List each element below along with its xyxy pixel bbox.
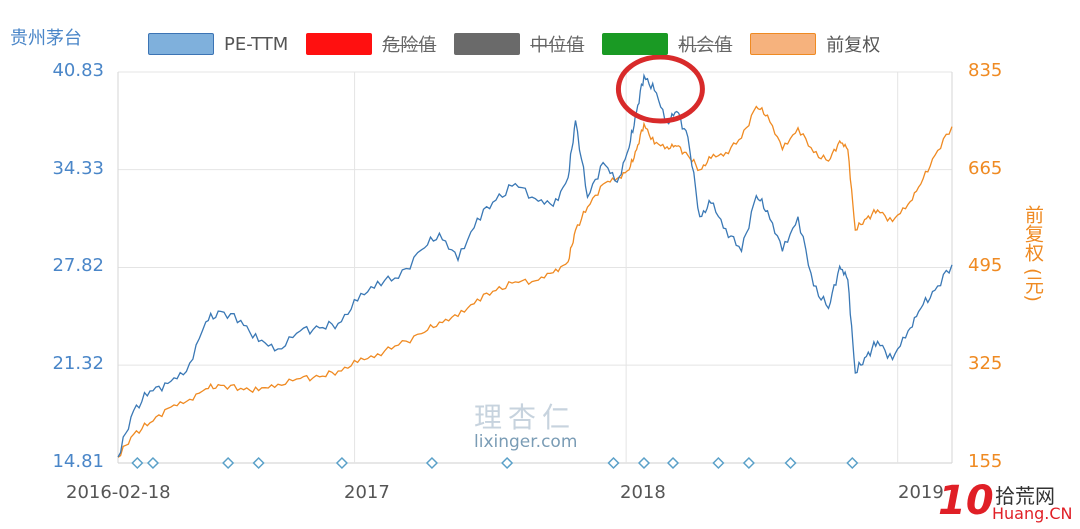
legend-item-price[interactable]: 前复权 bbox=[750, 31, 880, 57]
event-marker bbox=[742, 456, 755, 470]
y-right-tick: 325 bbox=[968, 353, 1003, 374]
y-left-tick: 14.81 bbox=[52, 451, 104, 472]
legend-swatch-opportunity bbox=[602, 33, 669, 55]
y-right-tick: 495 bbox=[968, 255, 1003, 276]
x-tick: 2017 bbox=[344, 482, 390, 503]
x-tick: 2016-02-18 bbox=[66, 482, 171, 503]
event-marker bbox=[501, 456, 514, 470]
event-marker bbox=[712, 456, 725, 470]
event-marker bbox=[637, 456, 651, 470]
event-marker bbox=[131, 456, 144, 470]
legend-swatch-danger bbox=[306, 33, 373, 55]
watermark-en: lixinger.com bbox=[474, 432, 578, 452]
y-left-tick: 40.83 bbox=[52, 60, 104, 81]
legend-swatch-pe-ttm bbox=[148, 33, 214, 55]
legend-label-pe-ttm: PE-TTM bbox=[224, 33, 289, 55]
legend-swatch-median bbox=[454, 33, 521, 55]
peak-highlight-ring bbox=[615, 54, 705, 124]
event-marker bbox=[846, 456, 859, 470]
event-markers bbox=[131, 456, 859, 470]
brand-logo: 10 拾荒网 Huang.CN bbox=[938, 478, 1080, 528]
series-line-price bbox=[117, 105, 953, 458]
series-line-pe-ttm bbox=[117, 73, 953, 458]
event-marker bbox=[607, 456, 620, 470]
y-right-tick: 665 bbox=[968, 158, 1003, 179]
y-left-tick: 21.32 bbox=[52, 353, 104, 374]
legend-label-danger: 危险值 bbox=[382, 35, 437, 56]
y-right-tick: 155 bbox=[968, 451, 1003, 472]
y-right-axis-title: 前复权 (元) bbox=[1022, 205, 1044, 302]
event-marker bbox=[222, 456, 235, 470]
legend-swatch-price bbox=[750, 33, 817, 55]
highlight-ring bbox=[615, 54, 705, 124]
brand-number: 10 bbox=[938, 478, 994, 524]
event-marker bbox=[666, 456, 680, 470]
legend-label-price: 前复权 bbox=[826, 35, 881, 56]
legend-label-opportunity: 机会值 bbox=[678, 35, 733, 56]
event-marker bbox=[335, 456, 348, 470]
legend-item-opportunity[interactable]: 机会值 bbox=[602, 31, 732, 57]
y-left-tick: 27.82 bbox=[52, 255, 104, 276]
series-layer bbox=[117, 73, 953, 458]
event-marker bbox=[425, 456, 439, 470]
y-right-tick: 835 bbox=[968, 60, 1003, 81]
y-left-tick: 34.33 bbox=[52, 158, 104, 179]
legend-item-danger[interactable]: 危险值 bbox=[306, 31, 436, 57]
x-tick: 2019 bbox=[898, 482, 944, 503]
chart-title: 贵州茅台 bbox=[10, 28, 82, 49]
legend: PE-TTM 危险值 中位值 机会值 前复权 bbox=[148, 30, 880, 58]
event-marker bbox=[146, 456, 160, 470]
event-marker bbox=[252, 456, 265, 470]
watermark-cn: 理杏仁 bbox=[474, 401, 577, 434]
legend-item-median[interactable]: 中位值 bbox=[454, 31, 584, 57]
brand-url: Huang.CN bbox=[992, 504, 1073, 523]
legend-label-median: 中位值 bbox=[530, 35, 585, 56]
event-marker bbox=[784, 456, 797, 470]
brand-name: 拾荒网 bbox=[995, 484, 1055, 508]
legend-item-pe-ttm[interactable]: PE-TTM bbox=[148, 33, 288, 55]
x-tick: 2018 bbox=[620, 482, 666, 503]
